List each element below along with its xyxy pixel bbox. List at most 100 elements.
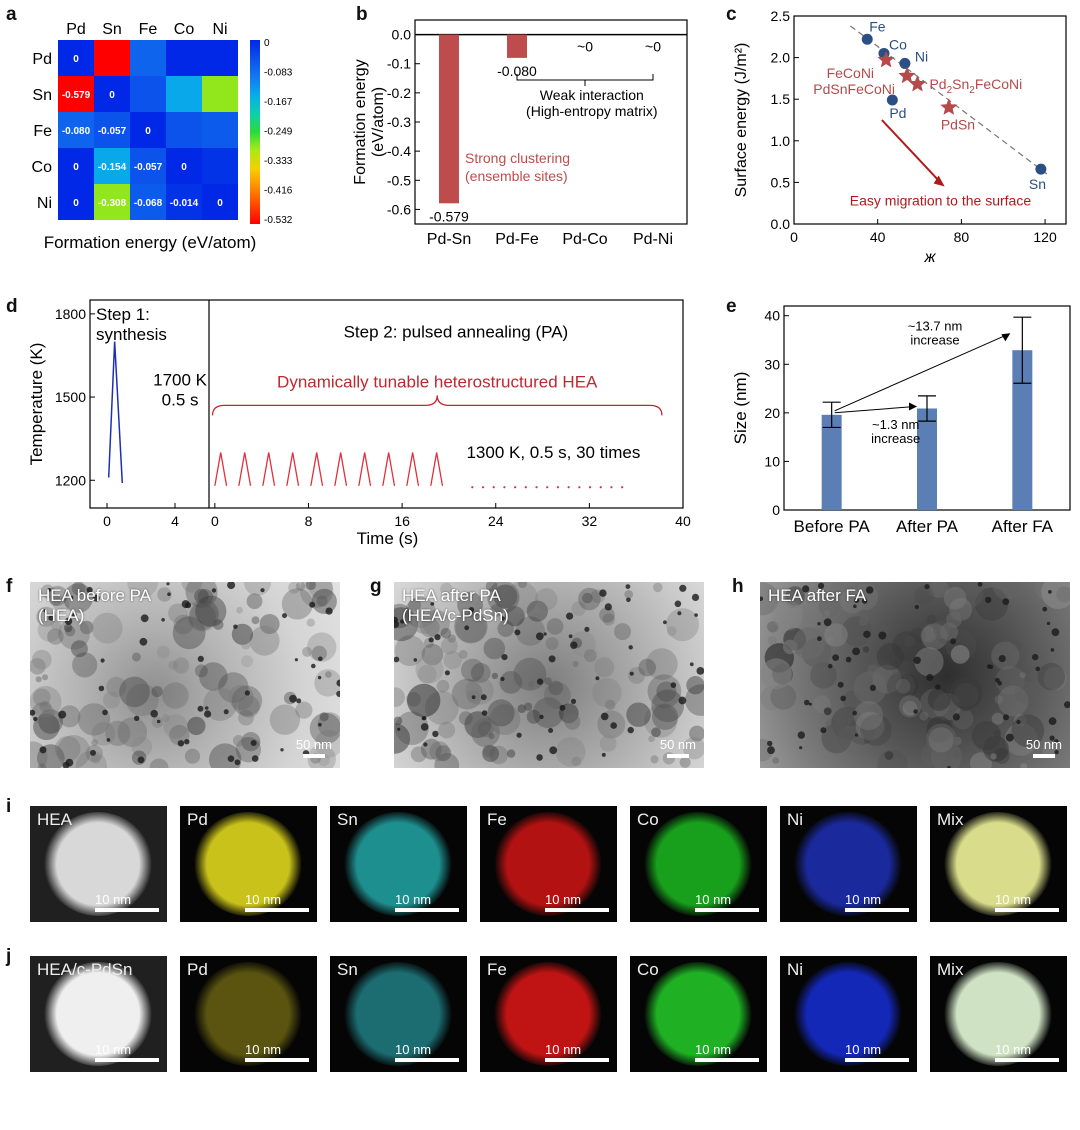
nanoparticle	[197, 655, 204, 662]
colorbar-tick: -0.532	[264, 215, 293, 226]
alloy-label: FeCoNi	[827, 65, 874, 81]
annotation: ~13.7 nm	[908, 318, 963, 333]
cell-value: 0	[73, 198, 79, 209]
alloy-label-part: Pd	[929, 76, 946, 92]
x-tick-label: 0	[103, 513, 111, 529]
heatmap-cell	[130, 148, 166, 184]
nanoparticle	[808, 702, 812, 706]
particle	[482, 745, 499, 762]
particle	[126, 683, 159, 717]
cell-value: -0.080	[62, 126, 91, 137]
map-label: Sn	[337, 960, 358, 979]
nanoparticle	[444, 670, 450, 676]
nanoparticle	[250, 740, 257, 746]
particle	[249, 625, 280, 656]
particle	[792, 627, 826, 660]
heatmap-cell	[58, 184, 94, 220]
particle	[487, 582, 520, 614]
particle	[920, 688, 950, 719]
nanoparticle	[852, 710, 857, 716]
particle	[447, 634, 456, 643]
bar-value-label: ~0	[645, 39, 661, 55]
particle	[830, 582, 847, 599]
particle	[302, 646, 313, 657]
heatmap-cell	[130, 184, 166, 220]
nanoparticle	[204, 710, 212, 718]
particle-signal	[644, 812, 752, 916]
particle	[877, 749, 908, 768]
bar-value-label: ~0	[577, 39, 593, 55]
particle	[394, 716, 403, 726]
nanoparticle	[223, 709, 229, 715]
element-point	[861, 33, 873, 45]
colorbar-tick: -0.416	[264, 186, 293, 197]
nanoparticle	[799, 746, 803, 750]
particle	[991, 712, 1004, 725]
particle	[186, 599, 219, 632]
x-axis-label: ж	[923, 249, 936, 266]
continuation-dot	[492, 486, 495, 489]
annealing-pulse	[406, 452, 420, 486]
nanoparticle	[1054, 749, 1059, 755]
nanoparticle	[535, 632, 544, 641]
particle	[928, 727, 954, 753]
particle	[772, 757, 780, 764]
particle	[523, 702, 533, 711]
cell-value: 0	[109, 90, 115, 101]
particle	[63, 583, 93, 613]
nanoparticle	[318, 722, 322, 727]
particle	[199, 662, 228, 691]
y-axis-label: Temperature (K)	[27, 343, 46, 466]
particle	[682, 737, 704, 760]
nanoparticle	[140, 614, 149, 623]
particle	[518, 582, 527, 589]
particle	[760, 582, 779, 616]
annotation: Weak interaction	[540, 87, 644, 103]
nanoparticle	[1002, 598, 1010, 605]
particle	[244, 582, 272, 596]
nanoparticle	[161, 618, 165, 622]
particle-signal	[344, 962, 452, 1066]
cell-value: 0	[145, 126, 151, 137]
y-tick-label: -0.5	[387, 172, 411, 188]
particle	[689, 725, 704, 742]
y-tick-label: 0.5	[771, 174, 791, 190]
particle	[471, 718, 500, 748]
scale-bar: 10 nm	[995, 1042, 1059, 1062]
particle	[102, 691, 121, 709]
eds-map-hea-c-pdsn: HEA/c-PdSn 10 nm	[30, 956, 167, 1072]
particle	[421, 643, 444, 666]
map-label: Co	[637, 960, 659, 979]
surface-energy-scatter-chart: 0.0 0.5 1.0 1.5 2.0 2.5 0 40 80 120 Easy migration…	[733, 8, 1067, 266]
nanoparticle	[434, 634, 441, 641]
heatmap-cell	[58, 76, 94, 112]
particle	[1020, 763, 1028, 768]
particle	[926, 723, 957, 754]
particle	[436, 679, 450, 693]
particle	[570, 631, 596, 657]
scale-bar-label: 10 nm	[95, 1042, 132, 1057]
nanoparticle	[674, 600, 682, 608]
nanoparticle	[861, 598, 868, 604]
particle	[993, 748, 1010, 764]
nanoparticle	[548, 655, 556, 663]
particle	[117, 717, 148, 747]
cell-value: 0	[181, 162, 187, 173]
particle	[131, 736, 153, 758]
x-tick-label: 4	[171, 513, 179, 529]
column-label: Sn	[102, 21, 122, 38]
continuation-dot	[588, 486, 592, 489]
particle	[860, 714, 892, 746]
nanoparticle	[318, 656, 323, 662]
particle-signal	[194, 812, 302, 916]
nanoparticle	[420, 723, 429, 731]
y-tick-label: 1.5	[771, 91, 791, 107]
particle	[824, 623, 848, 647]
particle	[57, 735, 91, 768]
y-axis-label: Surface energy (J/m²)	[733, 43, 750, 198]
scale-bar: 50 nm	[1026, 737, 1062, 758]
x-tick-label: 24	[488, 513, 504, 529]
nanoparticle	[817, 622, 821, 626]
annealing-pulse	[358, 452, 372, 486]
annealing-pulse	[262, 452, 276, 486]
